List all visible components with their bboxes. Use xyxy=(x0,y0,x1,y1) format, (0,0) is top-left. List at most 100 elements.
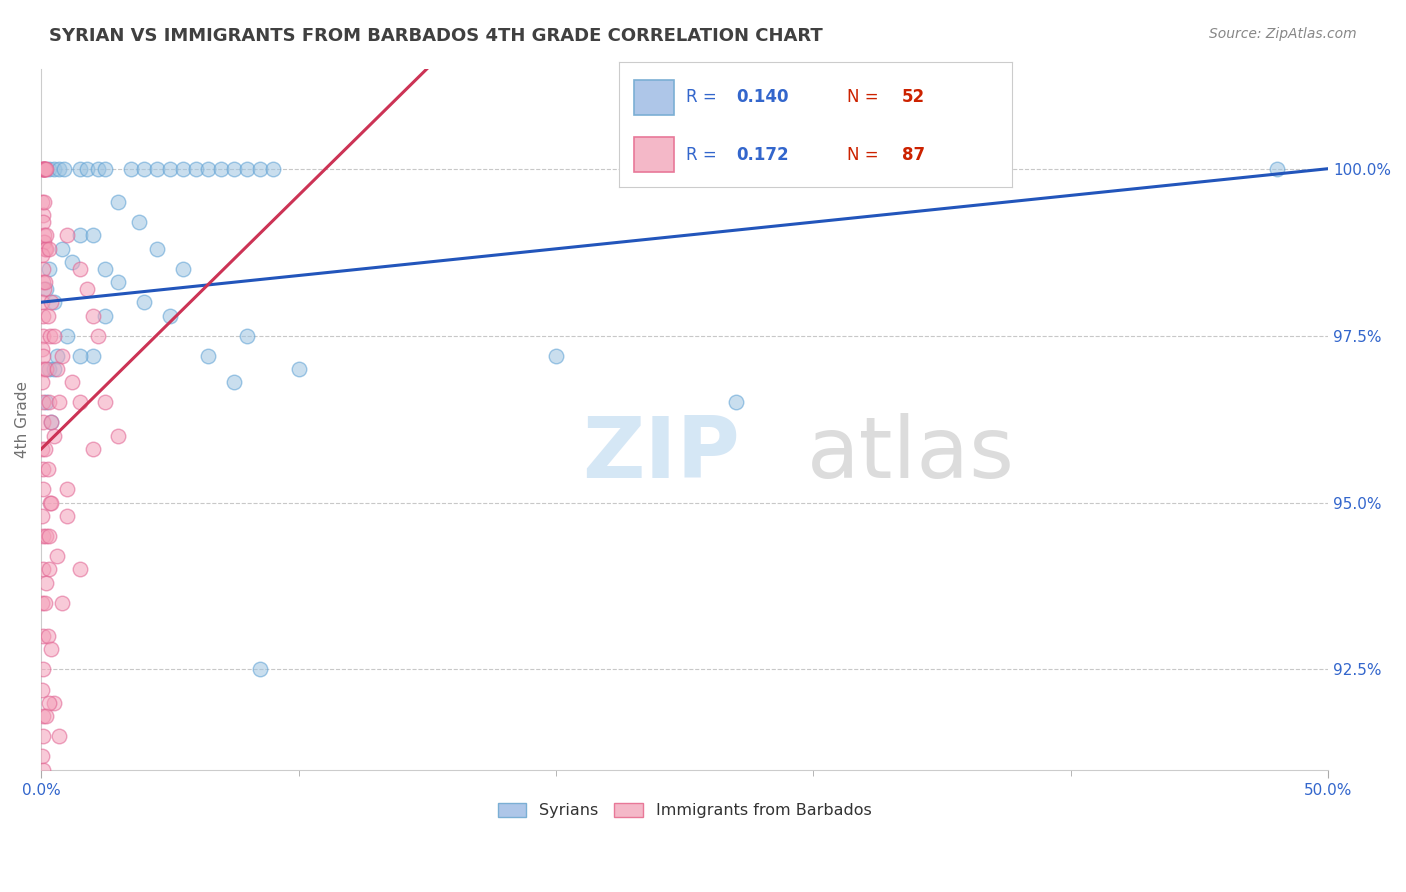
Point xyxy=(32,195,55,210)
Text: ZIP: ZIP xyxy=(582,413,740,496)
Point xyxy=(34,161,56,176)
Point xyxy=(82,309,104,323)
Point xyxy=(41,495,63,509)
Point xyxy=(249,161,271,176)
Point xyxy=(35,161,58,176)
Point xyxy=(38,529,60,543)
Text: 87: 87 xyxy=(903,146,925,164)
Point xyxy=(159,309,181,323)
Point xyxy=(45,349,67,363)
Point xyxy=(32,161,55,176)
Point xyxy=(51,349,73,363)
Point xyxy=(209,161,232,176)
Point xyxy=(38,161,60,176)
Point xyxy=(31,508,53,523)
Text: atlas: atlas xyxy=(807,413,1015,496)
Point xyxy=(34,161,56,176)
Point xyxy=(42,295,65,310)
Point xyxy=(224,161,246,176)
Point xyxy=(224,376,246,390)
Point xyxy=(51,596,73,610)
Point xyxy=(42,328,65,343)
Point xyxy=(35,575,58,590)
Point xyxy=(32,328,55,343)
Point xyxy=(69,261,91,276)
Point xyxy=(38,362,60,376)
Point xyxy=(48,395,70,409)
Point xyxy=(172,261,194,276)
Point xyxy=(94,309,117,323)
Text: N =: N = xyxy=(846,88,884,106)
Point xyxy=(132,161,155,176)
Point xyxy=(32,729,55,743)
Point xyxy=(56,508,79,523)
Point xyxy=(38,696,60,710)
Point xyxy=(132,295,155,310)
Point xyxy=(42,429,65,443)
FancyBboxPatch shape xyxy=(634,80,673,115)
Point xyxy=(41,295,63,310)
Point xyxy=(60,376,83,390)
Point xyxy=(262,161,284,176)
Point xyxy=(32,161,55,176)
Point xyxy=(38,395,60,409)
Text: SYRIAN VS IMMIGRANTS FROM BARBADOS 4TH GRADE CORRELATION CHART: SYRIAN VS IMMIGRANTS FROM BARBADOS 4TH G… xyxy=(49,27,823,45)
Point xyxy=(128,215,150,229)
Point xyxy=(31,161,53,176)
Point xyxy=(34,242,56,256)
Text: 0.140: 0.140 xyxy=(737,88,789,106)
Point xyxy=(32,709,55,723)
Point xyxy=(76,161,98,176)
Point xyxy=(287,362,309,376)
Point xyxy=(82,349,104,363)
Point xyxy=(32,482,55,496)
Point xyxy=(38,261,60,276)
Point xyxy=(32,215,55,229)
Text: R =: R = xyxy=(686,88,721,106)
Point xyxy=(32,309,55,323)
Text: Source: ZipAtlas.com: Source: ZipAtlas.com xyxy=(1209,27,1357,41)
Point xyxy=(37,309,59,323)
Point xyxy=(69,161,91,176)
Point xyxy=(31,248,53,262)
Point xyxy=(94,161,117,176)
Point xyxy=(197,349,219,363)
Point xyxy=(34,442,56,457)
Point xyxy=(120,161,142,176)
Point xyxy=(31,342,53,356)
FancyBboxPatch shape xyxy=(634,137,673,172)
Point xyxy=(32,462,55,476)
Point xyxy=(69,395,91,409)
Point xyxy=(56,482,79,496)
Point xyxy=(56,228,79,243)
Point xyxy=(32,161,55,176)
Point xyxy=(31,195,53,210)
Text: N =: N = xyxy=(846,146,884,164)
Point xyxy=(87,161,110,176)
Point xyxy=(82,442,104,457)
Point xyxy=(94,395,117,409)
Point xyxy=(31,682,53,697)
Point xyxy=(249,663,271,677)
Point xyxy=(32,763,55,777)
Point xyxy=(32,529,55,543)
Point xyxy=(51,242,73,256)
Point xyxy=(32,275,55,289)
Point xyxy=(32,209,55,223)
Legend: Syrians, Immigrants from Barbados: Syrians, Immigrants from Barbados xyxy=(491,797,877,825)
Point xyxy=(69,349,91,363)
Point xyxy=(31,596,53,610)
Text: 52: 52 xyxy=(903,88,925,106)
Point xyxy=(32,228,55,243)
Point xyxy=(32,562,55,576)
Point xyxy=(82,228,104,243)
Point xyxy=(159,161,181,176)
Point xyxy=(35,529,58,543)
Point xyxy=(37,629,59,643)
Point xyxy=(76,282,98,296)
Point xyxy=(38,562,60,576)
Point xyxy=(39,328,62,343)
Point xyxy=(39,495,62,509)
Point xyxy=(34,161,56,176)
Point xyxy=(42,161,65,176)
